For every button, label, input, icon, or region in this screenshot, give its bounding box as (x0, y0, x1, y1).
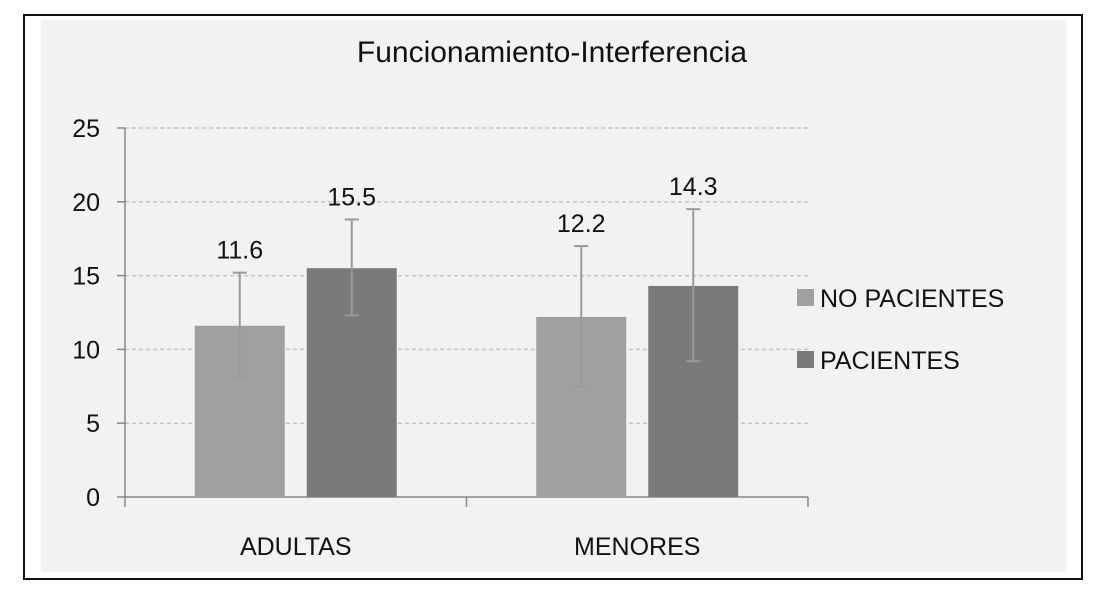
chart-title: Funcionamiento-Interferencia (357, 36, 748, 69)
legend-swatch (797, 289, 814, 306)
y-tick-label: 20 (72, 189, 100, 217)
data-label: 11.6 (216, 237, 263, 265)
y-tick-label: 10 (72, 336, 100, 364)
bars (194, 268, 739, 497)
legend-label: PACIENTES (820, 347, 960, 375)
error-bars (232, 208, 701, 388)
x-tick-label: ADULTAS (240, 533, 352, 561)
y-tick-label: 5 (86, 410, 100, 438)
y-tick-label: 25 (72, 115, 100, 143)
data-labels: 11.6 12.2 15.5 14.3 (216, 173, 717, 264)
data-label: 12.2 (557, 210, 606, 238)
x-tick-label: MENORES (574, 533, 700, 561)
data-label: 15.5 (327, 184, 376, 212)
legend: NO PACIENTES PACIENTES (797, 285, 1004, 375)
legend-swatch (797, 351, 814, 368)
y-tick-label: 15 (72, 263, 100, 291)
legend-label: NO PACIENTES (820, 285, 1004, 313)
y-tick-label: 0 (86, 484, 100, 512)
data-label: 14.3 (669, 173, 718, 201)
axes: 0 5 10 15 20 25 ADULTAS MENORES (72, 115, 809, 561)
